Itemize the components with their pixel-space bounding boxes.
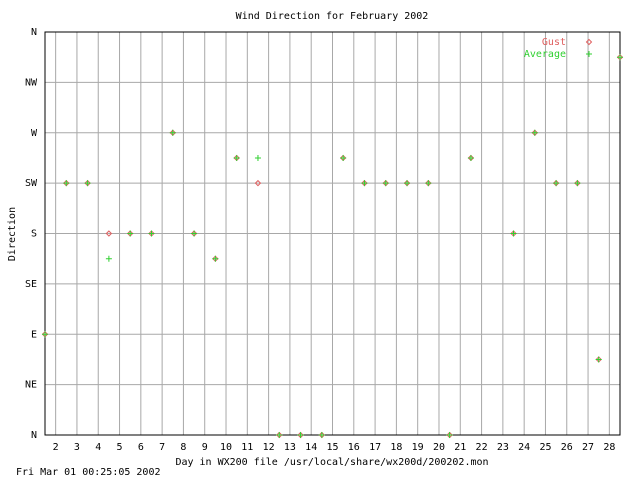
x-tick-label: 24 [518,442,530,453]
average-point [42,331,48,338]
average-point [297,432,304,438]
x-tick-label: 22 [476,442,488,453]
x-tick-label: 14 [305,442,317,453]
x-tick-label: 11 [241,442,253,453]
x-tick-label: 26 [561,442,573,453]
x-tick-label: 13 [284,442,296,453]
legend-label: Gust [542,37,566,48]
average-point [361,180,368,187]
average-point [340,154,347,161]
y-tick-label: NW [25,77,38,88]
x-tick-label: 4 [95,442,101,453]
y-tick-label: N [31,27,37,38]
footer-timestamp: Fri Mar 01 00:25:05 2002 [16,467,161,478]
legend-marker [585,38,593,46]
legend-marker [586,51,592,57]
x-tick-label: 27 [582,442,594,453]
chart-title: Wind Direction for February 2002 [236,11,429,22]
average-point [169,129,176,136]
y-tick-label: E [31,329,37,340]
x-tick-label: 20 [433,442,445,453]
average-point [446,432,453,438]
average-point [276,432,283,438]
x-tick-label: 6 [138,442,144,453]
legend-label: Average [524,49,566,60]
x-tick-label: 10 [220,442,232,453]
average-point [212,255,219,262]
x-tick-label: 9 [202,442,208,453]
average-point [127,230,134,237]
average-point [84,180,91,187]
x-tick-label: 16 [348,442,360,453]
average-point [63,180,70,187]
x-tick-label: 28 [603,442,615,453]
x-axis-label: Day in WX200 file /usr/local/share/wx200… [175,457,488,468]
average-point [574,180,581,187]
average-point [382,180,389,187]
x-tick-label: 8 [180,442,186,453]
average-point [617,54,623,61]
x-tick-label: 7 [159,442,165,453]
y-tick-label: W [31,128,38,139]
x-tick-label: 3 [74,442,80,453]
x-tick-label: 25 [539,442,551,453]
average-point [553,180,560,187]
average-point [467,154,474,161]
average-point [404,180,411,187]
y-axis-label: Direction [7,207,18,261]
average-point [595,356,602,363]
average-point [105,255,112,262]
x-tick-label: 2 [53,442,59,453]
gust-point [105,230,113,237]
x-tick-label: 21 [454,442,466,453]
x-tick-label: 18 [390,442,402,453]
average-point [148,230,155,237]
x-tick-label: 19 [412,442,424,453]
x-tick-label: 23 [497,442,509,453]
x-tick-label: 17 [369,442,381,453]
average-point [191,230,198,237]
plot-border [44,31,621,436]
y-tick-label: SW [25,178,38,189]
average-point [425,180,432,187]
average-point [531,129,538,136]
gust-point [254,179,262,187]
y-tick-label: SE [25,279,37,290]
average-point [233,154,240,161]
y-tick-label: N [31,430,37,441]
y-tick-label: NE [25,380,37,391]
x-tick-label: 15 [326,442,338,453]
y-tick-label: S [31,229,37,240]
average-point [254,154,261,161]
average-point [318,432,325,438]
x-tick-label: 5 [117,442,123,453]
average-point [510,230,517,237]
x-tick-label: 12 [263,442,275,453]
